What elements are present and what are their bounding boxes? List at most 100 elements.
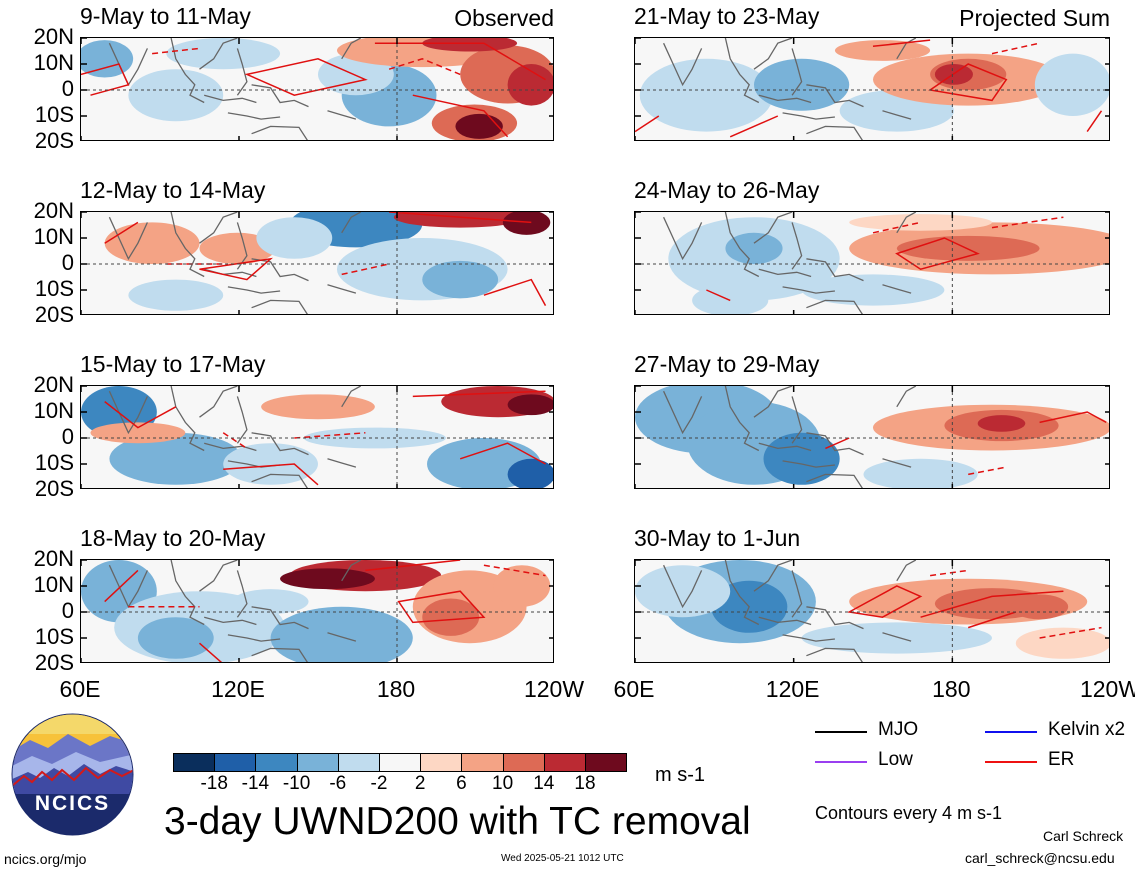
lat-label: 20S: [34, 302, 74, 327]
anomaly-shading: [393, 212, 527, 228]
colorbar-cell: [255, 753, 298, 772]
coastline: [882, 284, 912, 294]
coastline: [758, 94, 812, 104]
coastline: [327, 284, 357, 294]
panel-tag: Projected Sum: [959, 5, 1110, 31]
er-contour: [968, 466, 1007, 476]
colorbar-tick: 2: [414, 773, 426, 794]
er-contour: [104, 569, 139, 603]
er-contour: [412, 94, 509, 138]
legend-swatch: [815, 761, 867, 763]
lat-label: 20S: [34, 476, 74, 501]
website-link[interactable]: ncics.org/mjo: [4, 851, 87, 867]
colorbar-cell: [420, 753, 463, 772]
map-panel: [634, 385, 1110, 489]
coastline: [758, 616, 812, 626]
coastline: [806, 299, 863, 314]
panel-title: 12-May to 14-May: [80, 177, 266, 203]
coastline: [806, 647, 863, 662]
coastline: [791, 222, 803, 270]
colorbar-cell: [585, 753, 628, 772]
anomaly-shading: [834, 40, 931, 61]
lon-label: 60E: [613, 676, 655, 702]
coastline: [806, 473, 863, 488]
coastline: [663, 390, 703, 435]
coastline: [882, 632, 912, 642]
wind-anomaly-map: [81, 38, 553, 140]
er-contour: [991, 42, 1040, 55]
coastline: [724, 38, 760, 104]
er-contour: [389, 212, 532, 224]
lat-label: 10S: [34, 624, 74, 649]
coastline: [806, 84, 864, 108]
er-contour: [397, 590, 486, 624]
lat-label: 0: [61, 76, 74, 101]
lat-label: 10N: [33, 224, 74, 249]
coastline: [758, 268, 812, 278]
coastline: [204, 94, 257, 104]
map-panel: [634, 37, 1110, 141]
anomaly-shading: [261, 394, 375, 420]
anomaly-shading: [863, 458, 978, 488]
lat-label: 20N: [33, 24, 74, 49]
anomaly-shading: [199, 232, 276, 264]
coastline: [236, 48, 248, 96]
colorbar-tick: 10: [492, 773, 514, 794]
coastline: [251, 432, 309, 456]
legend-label: MJO: [878, 719, 919, 740]
map-panel: [634, 559, 1110, 663]
er-contour: [872, 39, 931, 48]
anomaly-shading: [635, 565, 731, 618]
coastline: [806, 125, 863, 140]
coastline: [204, 442, 257, 452]
lat-label: 20N: [33, 198, 74, 223]
legend-label: Kelvin x2: [1048, 719, 1126, 740]
coastline: [251, 647, 308, 662]
wind-anomaly-map: [635, 386, 1109, 488]
wind-anomaly-map: [635, 560, 1109, 662]
coastline: [341, 212, 362, 234]
colorbar-cell: [379, 753, 422, 772]
legend-swatch: [985, 731, 1037, 733]
coastline: [341, 38, 362, 60]
er-contour: [294, 432, 366, 439]
colorbar-cell: [173, 753, 216, 772]
anomaly-shading: [166, 38, 281, 70]
coastline: [806, 432, 864, 456]
anomaly-shading: [1011, 594, 1069, 620]
coastline: [170, 38, 205, 104]
anomaly-shading: [1015, 627, 1109, 659]
er-contour: [967, 611, 1017, 629]
coastline: [341, 560, 362, 582]
anomaly-shading: [422, 260, 499, 299]
anomaly-shading: [232, 589, 309, 615]
lat-label: 10N: [33, 572, 74, 597]
lon-label: 180: [376, 676, 416, 702]
lon-label: 180: [932, 676, 971, 702]
anomaly-shading: [104, 222, 200, 264]
coastline: [806, 606, 864, 630]
coastline: [753, 386, 793, 418]
coastline: [108, 390, 148, 435]
anomaly-shading: [639, 58, 774, 132]
colorbar-cell: [461, 753, 504, 772]
lon-label: 120W: [1079, 676, 1135, 702]
anomaly-shading: [137, 617, 214, 659]
coastline: [199, 212, 238, 244]
lon-label: 120E: [765, 676, 820, 702]
coastline: [199, 386, 238, 418]
er-contour: [104, 401, 177, 429]
coastline: [896, 212, 917, 234]
anomaly-shading: [493, 565, 551, 607]
lat-label: 0: [61, 250, 74, 275]
er-contour: [929, 569, 969, 577]
wind-anomaly-map: [81, 386, 553, 488]
map-panel: [80, 211, 554, 315]
coastline: [806, 258, 864, 282]
coastline: [724, 212, 760, 278]
anomaly-shading: [801, 622, 992, 654]
lat-label: 10S: [34, 450, 74, 475]
coastline: [199, 560, 238, 592]
coastline: [108, 216, 148, 261]
anomaly-shading: [725, 232, 783, 264]
